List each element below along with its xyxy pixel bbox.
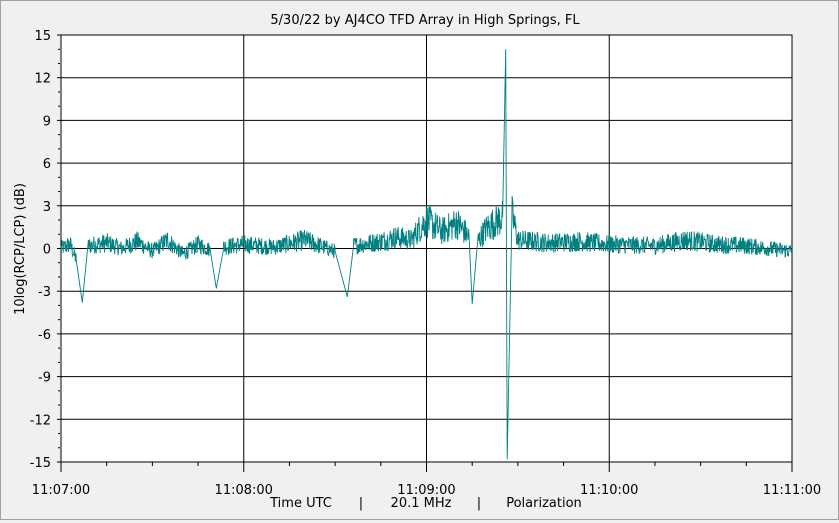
x-tick-label: 11:10:00 bbox=[580, 483, 638, 498]
axis-ticks bbox=[57, 34, 793, 472]
x-label-part: | bbox=[359, 496, 363, 511]
y-axis-label: 10log(RCP/LCP) (dB) bbox=[13, 183, 28, 315]
y-tick-label: -9 bbox=[38, 371, 51, 386]
x-label-part: Polarization bbox=[506, 496, 582, 511]
x-tick-label: 11:08:00 bbox=[215, 483, 273, 498]
y-tick-label: 9 bbox=[43, 114, 51, 129]
x-axis-label: Time UTC | 20.1 MHz | Polarization bbox=[269, 496, 582, 511]
y-tick-label: 12 bbox=[34, 72, 51, 87]
chart-title: 5/30/22 by AJ4CO TFD Array in High Sprin… bbox=[270, 13, 580, 28]
y-tick-label: -12 bbox=[30, 413, 51, 428]
x-tick-labels: 11:07:00 11:08:00 11:09:00 11:10:00 11:11:00 bbox=[32, 483, 821, 498]
y-tick-label: 0 bbox=[43, 243, 51, 258]
y-tick-label: 6 bbox=[43, 157, 51, 172]
x-label-part: Time UTC bbox=[269, 496, 332, 511]
y-tick-label: 3 bbox=[43, 200, 51, 215]
y-tick-label: 15 bbox=[34, 29, 51, 44]
y-tick-label: -3 bbox=[38, 285, 51, 300]
series-line bbox=[60, 49, 793, 460]
y-tick-label: -15 bbox=[30, 456, 51, 471]
series-layer bbox=[60, 49, 793, 460]
y-tick-labels: 15 12 9 6 3 0 -3 -6 -9 -12 -15 bbox=[30, 29, 51, 471]
y-tick-label: -6 bbox=[38, 328, 51, 343]
x-label-part: 20.1 MHz bbox=[391, 496, 452, 511]
gridlines bbox=[61, 35, 792, 462]
x-tick-label: 11:07:00 bbox=[32, 483, 90, 498]
x-tick-label: 11:11:00 bbox=[763, 483, 821, 498]
x-label-part: | bbox=[477, 496, 481, 511]
x-tick-label: 11:09:00 bbox=[397, 483, 455, 498]
